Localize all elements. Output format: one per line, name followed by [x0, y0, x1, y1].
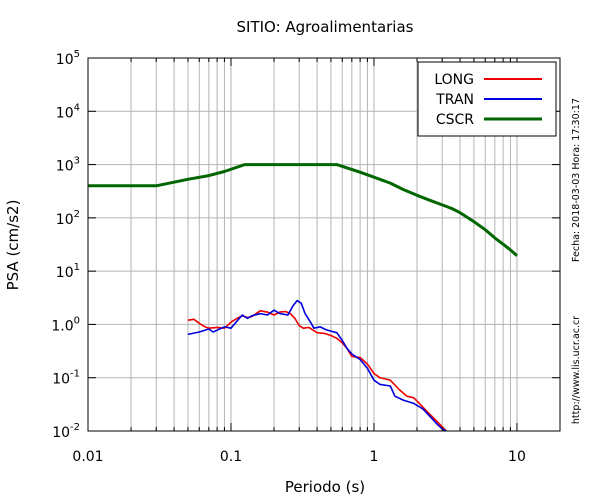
x-tick-label: 1: [370, 449, 379, 465]
grid: [87, 57, 561, 432]
website-url-label: http://www.lis.ucr.ac.cr: [571, 316, 582, 424]
y-tick-label: 10-2: [52, 422, 80, 441]
y-tick-label: 102: [56, 209, 80, 228]
legend: LONG TRAN CSCR: [417, 61, 557, 137]
legend-label-tran: TRAN: [435, 92, 474, 108]
series-layer: [88, 163, 518, 432]
x-tick-labels: 0.01 0.1 1 10: [72, 449, 525, 465]
date-time-label: Fecha: 2018-03-03 Hora: 17:30:17: [571, 98, 582, 262]
chart-title: SITIO: Agroalimentarias: [237, 18, 414, 36]
x-tick-label: 0.1: [220, 449, 242, 465]
x-tick-label: 0.01: [72, 449, 103, 465]
series-line-tran: [187, 299, 447, 432]
series-line-cscr: [88, 163, 518, 257]
series-line-long: [187, 309, 447, 432]
y-tick-label: 101: [56, 262, 80, 281]
y-tick-label: 103: [56, 156, 80, 175]
y-tick-label: 10-1: [52, 369, 80, 388]
y-tick-labels: 10-2 10-1 1.00 101 102 103 104 105: [51, 49, 80, 441]
tick-marks: [87, 57, 561, 432]
y-tick-label: 104: [56, 102, 80, 121]
legend-label-cscr: CSCR: [436, 112, 474, 128]
y-tick-label: 1.00: [51, 315, 80, 334]
plot-frame: [87, 57, 561, 432]
x-axis-label: Periodo (s): [285, 478, 365, 496]
legend-label-long: LONG: [434, 72, 474, 88]
y-tick-label: 105: [56, 49, 80, 68]
x-tick-label: 10: [508, 449, 526, 465]
y-axis-label: PSA (cm/s2): [4, 200, 22, 291]
